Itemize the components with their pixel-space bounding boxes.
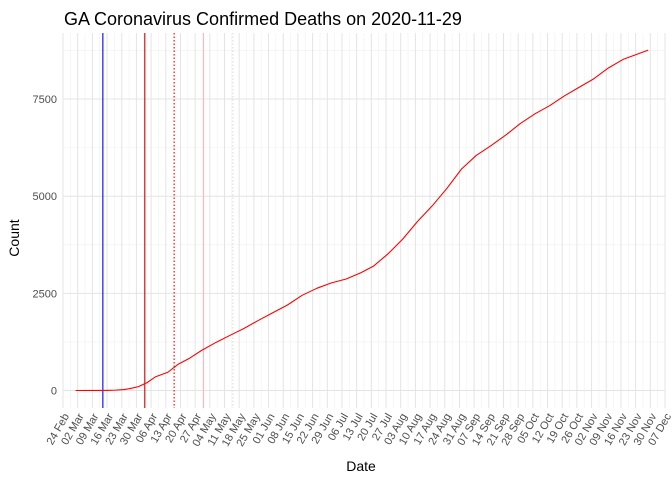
y-tick-label: 2500 xyxy=(33,288,57,300)
x-axis-title: Date xyxy=(346,458,376,474)
y-tick-label: 5000 xyxy=(33,191,57,203)
y-axis-title: Count xyxy=(6,219,22,256)
y-axis-ticks: 0 2500 5000 7500 xyxy=(33,94,57,397)
series-layer xyxy=(75,49,649,392)
chart-title: GA Coronavirus Confirmed Deaths on 2020-… xyxy=(64,9,462,29)
y-tick-label: 0 xyxy=(51,386,57,398)
series-line xyxy=(75,49,649,392)
gridlines xyxy=(62,33,666,408)
reference-lines xyxy=(102,33,234,408)
y-tick-label: 7500 xyxy=(33,94,57,106)
